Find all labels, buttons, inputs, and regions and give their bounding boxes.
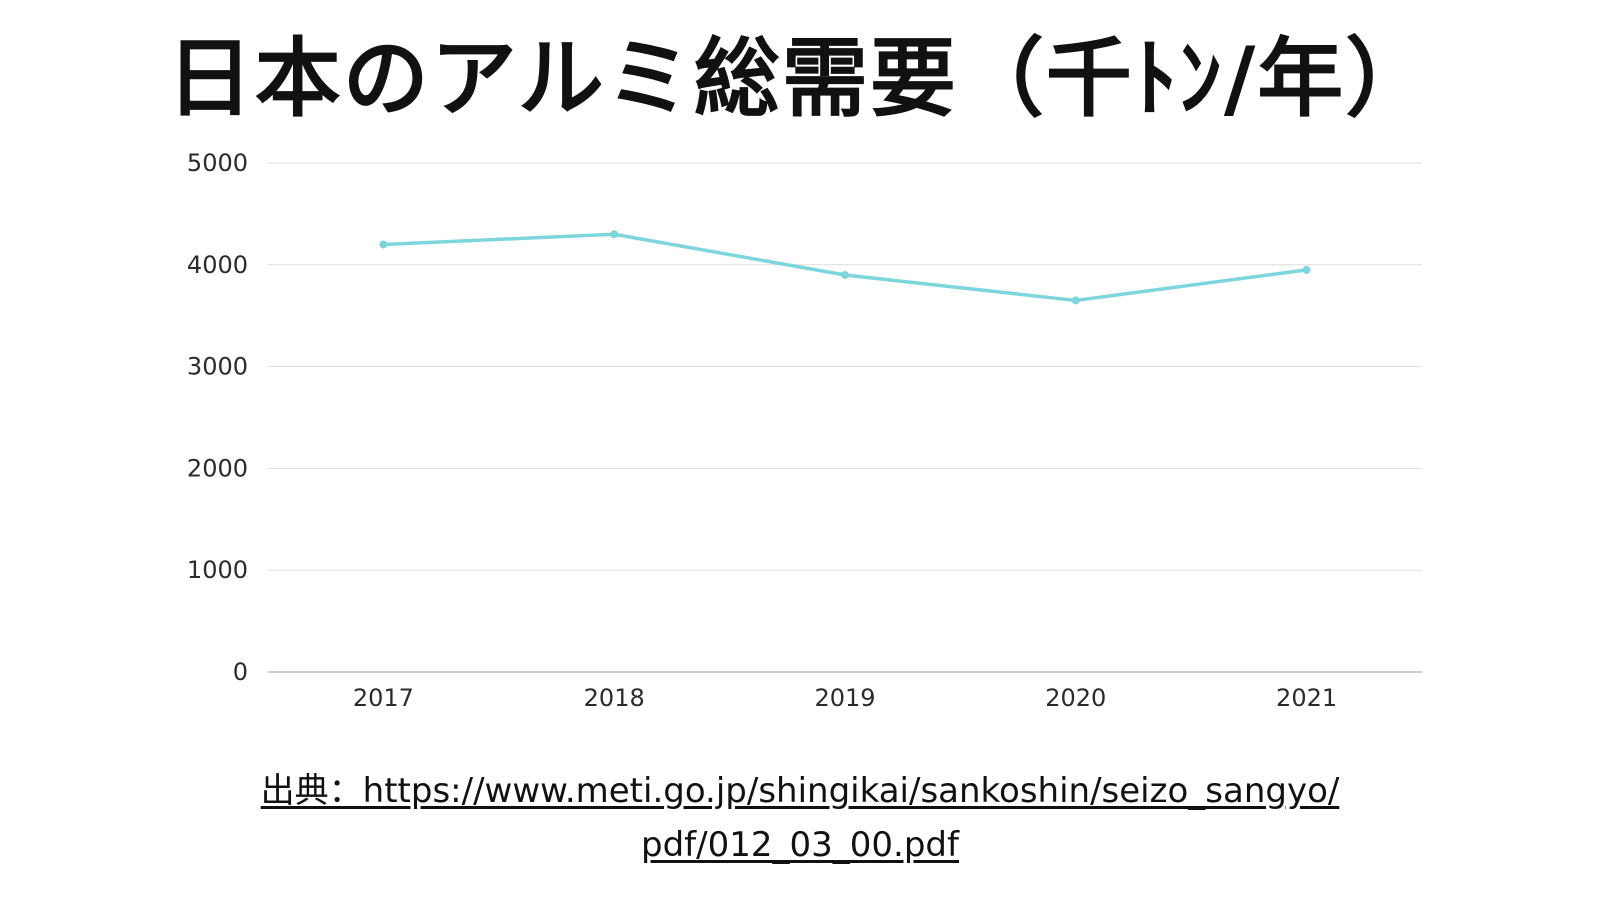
data-point-2019: [841, 270, 849, 279]
source-line-1: 出典：https://www.meti.go.jp/shingikai/sank…: [260, 771, 1340, 811]
y-tick-label-4000: 4000: [187, 251, 248, 279]
y-tick-label-5000: 5000: [187, 149, 248, 177]
source-citation: 出典：https://www.meti.go.jp/shingikai/sank…: [0, 764, 1600, 872]
data-point-2017: [379, 240, 388, 249]
data-point-2021: [1302, 265, 1311, 274]
y-tick-label-0: 0: [233, 658, 248, 686]
x-tick-label-2020: 2020: [1045, 684, 1106, 712]
x-axis-ticks: 2017 2018 2019 2020 2021: [353, 684, 1337, 712]
x-tick-label-2017: 2017: [353, 684, 414, 712]
x-tick-label-2019: 2019: [814, 684, 875, 712]
series-group: [379, 230, 1311, 305]
y-tick-label-1000: 1000: [187, 556, 248, 584]
data-point-2020: [1071, 296, 1080, 305]
x-tick-label-2018: 2018: [584, 684, 645, 712]
x-tick-label-2021: 2021: [1276, 684, 1337, 712]
source-link[interactable]: 出典：https://www.meti.go.jp/shingikai/sank…: [261, 771, 1340, 865]
y-tick-label-3000: 3000: [187, 353, 248, 381]
gridlines: [268, 162, 1422, 673]
chart-title: 日本のアルミ総需要（千ﾄﾝ/年）: [166, 29, 1434, 129]
data-point-2018: [610, 230, 619, 239]
series-line-0: [381, 232, 1309, 303]
source-line-2: pdf/012_03_00.pdf: [641, 825, 959, 865]
y-tick-label-2000: 2000: [187, 454, 248, 482]
y-axis-ticks: 0 1000 2000 3000 4000 5000: [187, 149, 248, 686]
